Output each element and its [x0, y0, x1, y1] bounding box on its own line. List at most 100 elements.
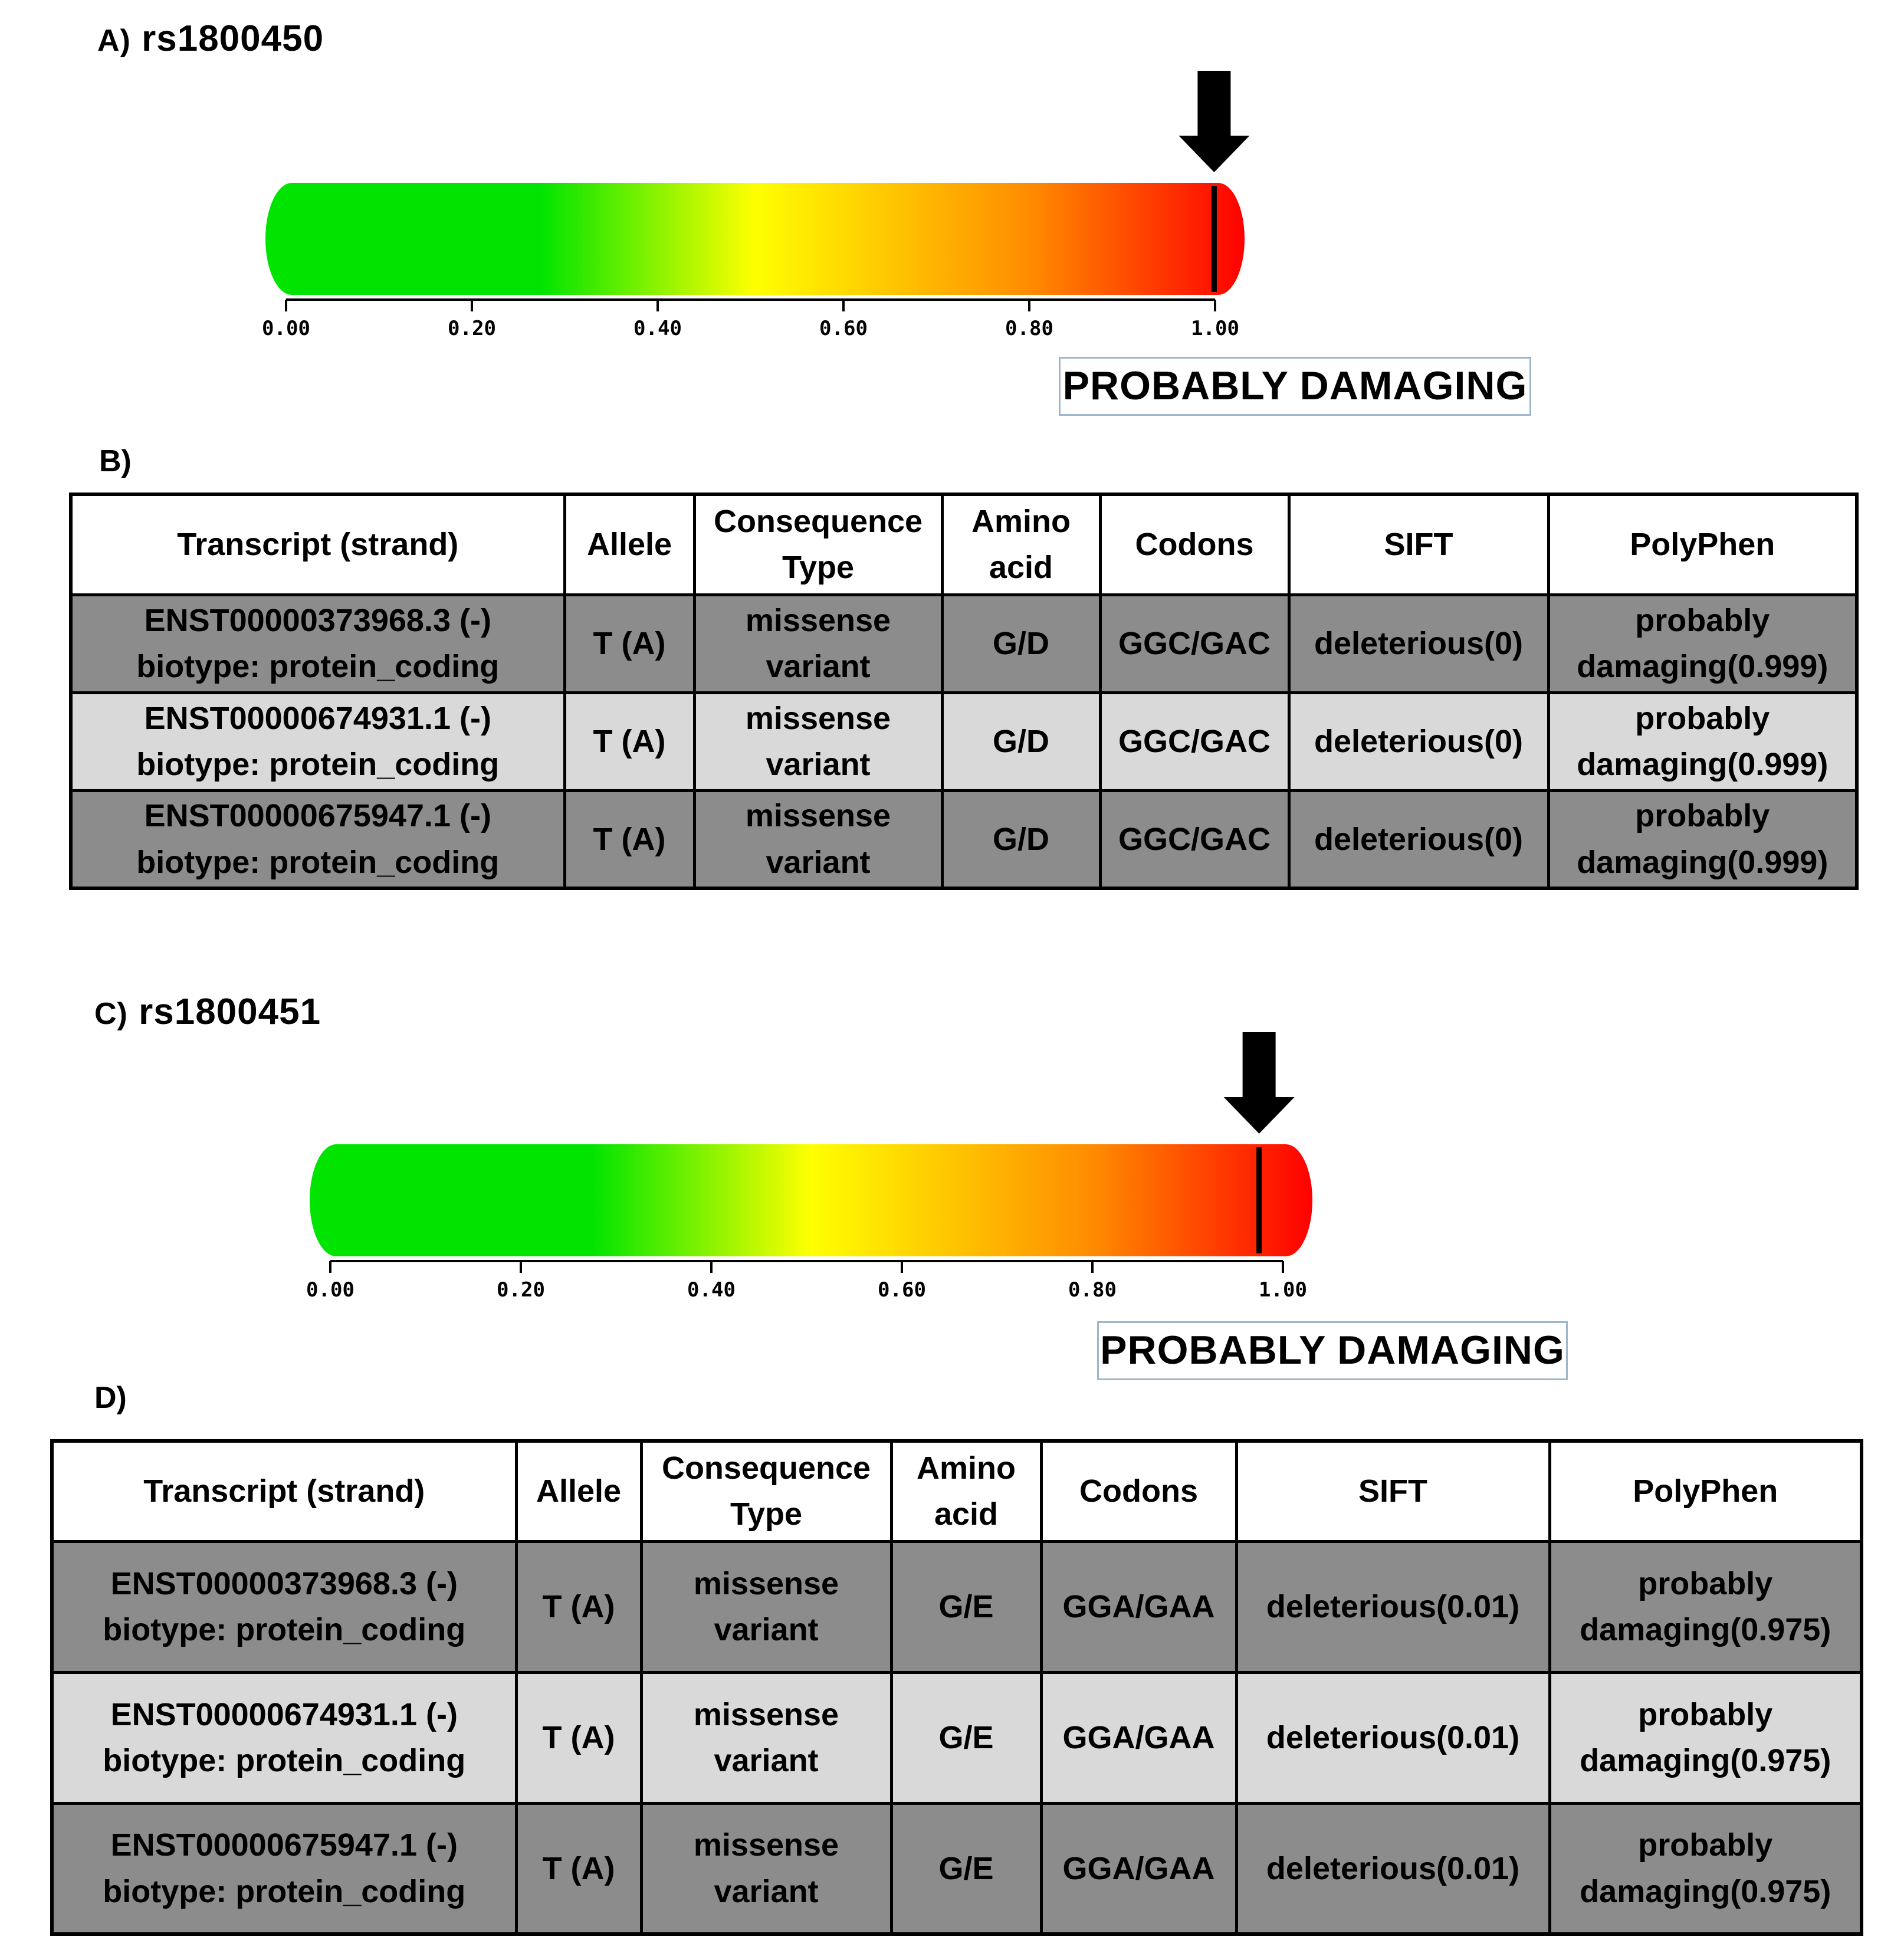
- column-header: Transcript (strand): [50, 1439, 518, 1543]
- polyphen-line: damaging(0.975): [1580, 1743, 1831, 1778]
- sift-score-cell: deleterious(0.01): [1235, 1801, 1551, 1936]
- axis-tick-label: 0.40: [687, 1278, 736, 1302]
- panel-d-letter: D): [94, 1381, 127, 1415]
- axis-tick-label: 0.40: [633, 317, 682, 340]
- sift-score: deleterious(0): [1314, 821, 1524, 857]
- polyphen-line: damaging(0.999): [1577, 844, 1829, 880]
- column-header: PolyPhen: [1548, 1439, 1863, 1543]
- allele-cell: T (A): [563, 691, 696, 792]
- axis-tick-label: 0.80: [1068, 1278, 1117, 1302]
- polyphen-line: probably: [1635, 798, 1770, 834]
- biotype: biotype: protein_coding: [136, 844, 500, 880]
- axis-tick-label: 0.20: [448, 317, 496, 340]
- panel-c-letter: C): [94, 997, 128, 1031]
- axis-tick-label: 1.00: [1259, 1278, 1307, 1302]
- polyphen-line: damaging(0.999): [1577, 747, 1829, 782]
- table-row: ENST00000675947.1 (-) biotype: protein_co…: [50, 1801, 1863, 1936]
- consequence-line-cell: missense variant: [639, 1801, 893, 1936]
- amino-acid-cell: G/E: [889, 1801, 1043, 1936]
- polyphen-line-cell: probably damaging(0.999): [1547, 691, 1859, 792]
- polyphen-line-cell: probably damaging(0.975): [1548, 1801, 1863, 1936]
- polyphen-line-cell: probably damaging(0.999): [1547, 593, 1859, 694]
- column-header: Allele: [514, 1439, 643, 1543]
- panel-a-snp-id: rs1800450: [142, 18, 324, 59]
- amino-acid-cell: G/E: [889, 1670, 1043, 1805]
- polyphen-line: probably: [1638, 1696, 1773, 1732]
- codons: GGA/GAA: [1062, 1588, 1215, 1624]
- column-header: Consequence Type: [639, 1439, 893, 1543]
- table-header-row: Transcript (strand) Allele Consequence Typ…: [50, 1439, 1863, 1543]
- panel-b-table: Transcript (strand) Allele Consequence Typ…: [69, 493, 1859, 890]
- allele: T (A): [593, 625, 666, 661]
- polyphen-line: damaging(0.975): [1580, 1873, 1831, 1909]
- transcript-id-cell: ENST00000373968.3 (-) biotype: protein_co…: [50, 1539, 518, 1674]
- codons: GGC/GAC: [1118, 821, 1271, 857]
- transcript-id-cell: ENST00000674931.1 (-) biotype: protein_co…: [69, 691, 566, 792]
- column-header: Transcript (strand): [69, 493, 566, 596]
- column-header: Amino acid: [940, 493, 1102, 596]
- transcript-id-cell: ENST00000373968.3 (-) biotype: protein_co…: [69, 593, 566, 694]
- allele: T (A): [542, 1588, 615, 1624]
- biotype: biotype: protein_coding: [136, 747, 500, 782]
- allele-cell: T (A): [563, 593, 696, 694]
- table-header-row: Transcript (strand) Allele Consequence Typ…: [69, 493, 1859, 596]
- biotype: biotype: protein_coding: [136, 649, 500, 684]
- consequence-line: missense: [693, 1565, 839, 1601]
- transcript-id: ENST00000675947.1 (-): [144, 798, 491, 834]
- codons-cell: GGC/GAC: [1098, 789, 1291, 890]
- column-header: PolyPhen: [1547, 493, 1859, 596]
- panel-a-letter: A): [97, 24, 131, 58]
- amino-acid: G/E: [938, 1588, 994, 1624]
- transcript-id: ENST00000674931.1 (-): [144, 700, 491, 736]
- axis-tick-label: 0.20: [497, 1278, 545, 1302]
- codons-cell: GGC/GAC: [1098, 593, 1291, 694]
- transcript-id-cell: ENST00000674931.1 (-) biotype: protein_co…: [50, 1670, 518, 1805]
- panel-c-snp-id: rs1800451: [139, 992, 321, 1032]
- panel-c-title: C) rs1800451: [94, 991, 321, 1033]
- transcript-id: ENST00000674931.1 (-): [110, 1696, 458, 1732]
- amino-acid-cell: G/D: [940, 789, 1102, 890]
- polyphen-line: probably: [1638, 1827, 1773, 1863]
- amino-acid: G/E: [938, 1719, 994, 1755]
- sift-score: deleterious(0.01): [1266, 1719, 1520, 1755]
- allele: T (A): [593, 723, 666, 759]
- score-arrow-icon: [1179, 71, 1250, 172]
- column-header: SIFT: [1235, 1439, 1551, 1543]
- column-header: Allele: [563, 493, 696, 596]
- allele-cell: T (A): [514, 1801, 643, 1936]
- panel-d-table: Transcript (strand) Allele Consequence Typ…: [50, 1439, 1863, 1936]
- transcript-id: ENST00000373968.3 (-): [144, 602, 491, 638]
- axis-tick-label: 1.00: [1191, 317, 1239, 340]
- polyphen-line-cell: probably damaging(0.975): [1548, 1539, 1863, 1674]
- panel-c-score-gauge: 0.00 0.20 0.40 0.60 0.80 1.00: [306, 1032, 1312, 1302]
- sift-score-cell: deleterious(0): [1287, 789, 1550, 890]
- consequence-line: missense: [745, 700, 891, 736]
- biotype: biotype: protein_coding: [103, 1743, 466, 1778]
- transcript-id-cell: ENST00000675947.1 (-) biotype: protein_co…: [50, 1801, 518, 1936]
- polyphen-line: probably: [1635, 700, 1770, 736]
- column-header: Amino acid: [889, 1439, 1043, 1543]
- consequence-line-cell: missense variant: [692, 789, 944, 890]
- amino-acid-cell: G/D: [940, 691, 1102, 792]
- sift-score: deleterious(0.01): [1266, 1850, 1520, 1886]
- consequence-line: missense: [745, 602, 891, 638]
- axis-tick-label: 0.00: [306, 1278, 354, 1302]
- consequence-line: variant: [714, 1612, 819, 1647]
- transcript-id: ENST00000675947.1 (-): [110, 1827, 458, 1863]
- codons: GGC/GAC: [1118, 625, 1271, 661]
- amino-acid: G/D: [992, 625, 1049, 661]
- column-header: SIFT: [1287, 493, 1550, 596]
- sift-score: deleterious(0): [1314, 723, 1524, 759]
- codons: GGC/GAC: [1118, 723, 1271, 759]
- amino-acid: G/D: [992, 723, 1049, 759]
- consequence-line-cell: missense variant: [692, 593, 944, 694]
- table-row: ENST00000675947.1 (-) biotype: protein_co…: [69, 789, 1859, 890]
- column-header: Codons: [1039, 1439, 1238, 1543]
- codons-cell: GGC/GAC: [1098, 691, 1291, 792]
- sift-score-cell: deleterious(0.01): [1235, 1670, 1551, 1805]
- score-arrow-icon: [1223, 1032, 1295, 1134]
- axis-tick-label: 0.60: [819, 317, 868, 340]
- sift-score-cell: deleterious(0.01): [1235, 1539, 1551, 1674]
- allele: T (A): [542, 1850, 615, 1886]
- transcript-id-cell: ENST00000675947.1 (-) biotype: protein_co…: [69, 789, 566, 890]
